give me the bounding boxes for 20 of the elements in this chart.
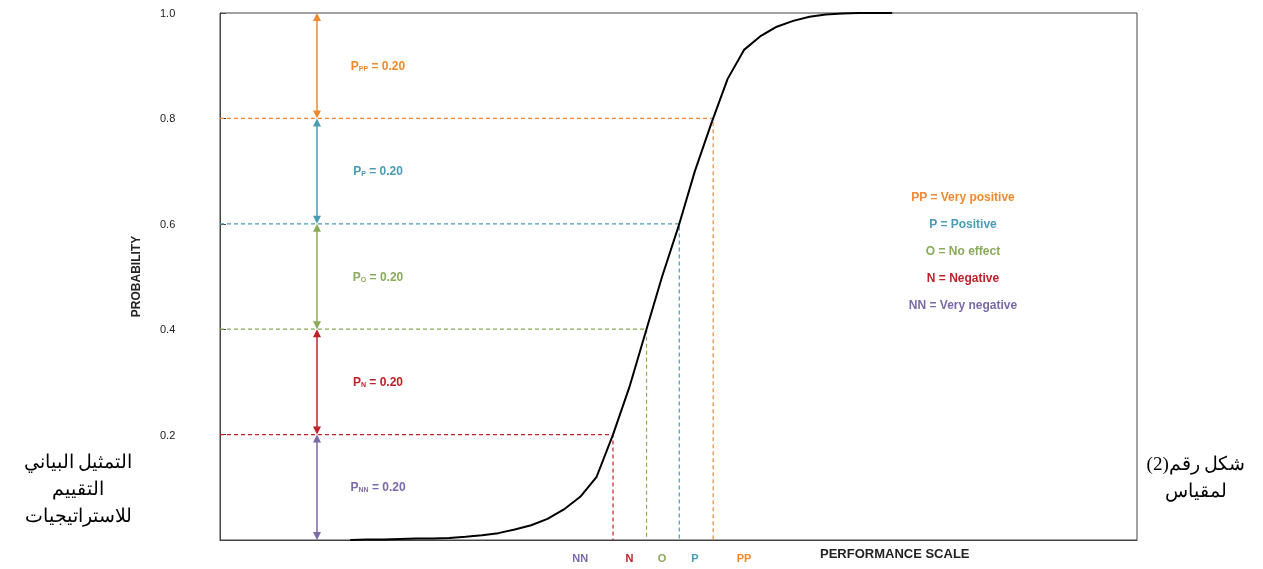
text: شكل رقم(2) لمقياس bbox=[1146, 453, 1246, 502]
x-tick-label: O bbox=[657, 551, 667, 564]
text: التمثيل البياني التقييم للاستراتيجيات bbox=[23, 451, 133, 527]
x-tick-label: NN bbox=[572, 551, 589, 564]
annotation: NN = Very negative bbox=[908, 298, 1018, 312]
annotation: PP = Very positive bbox=[911, 190, 1016, 204]
annotation: O = No effect bbox=[925, 244, 1001, 258]
x-tick-label: P bbox=[691, 551, 699, 564]
x-axis-title: PERFORMANCE SCALE bbox=[820, 546, 970, 561]
x-tick-label: PP bbox=[736, 551, 752, 564]
y-tick-label: 0.8 bbox=[160, 112, 176, 125]
y-tick-label: 0.2 bbox=[160, 428, 176, 441]
line-series bbox=[350, 12, 893, 541]
y-axis-title: PROBABILITY bbox=[129, 235, 143, 318]
y-tick-label: 0.4 bbox=[160, 323, 176, 336]
y-tick-label: 0.6 bbox=[160, 217, 176, 230]
annotation: N = Negative bbox=[926, 271, 1000, 285]
annotation: P = Positive bbox=[929, 217, 998, 231]
x-tick-label: N bbox=[625, 551, 634, 564]
y-tick-label: 1.0 bbox=[160, 7, 176, 19]
